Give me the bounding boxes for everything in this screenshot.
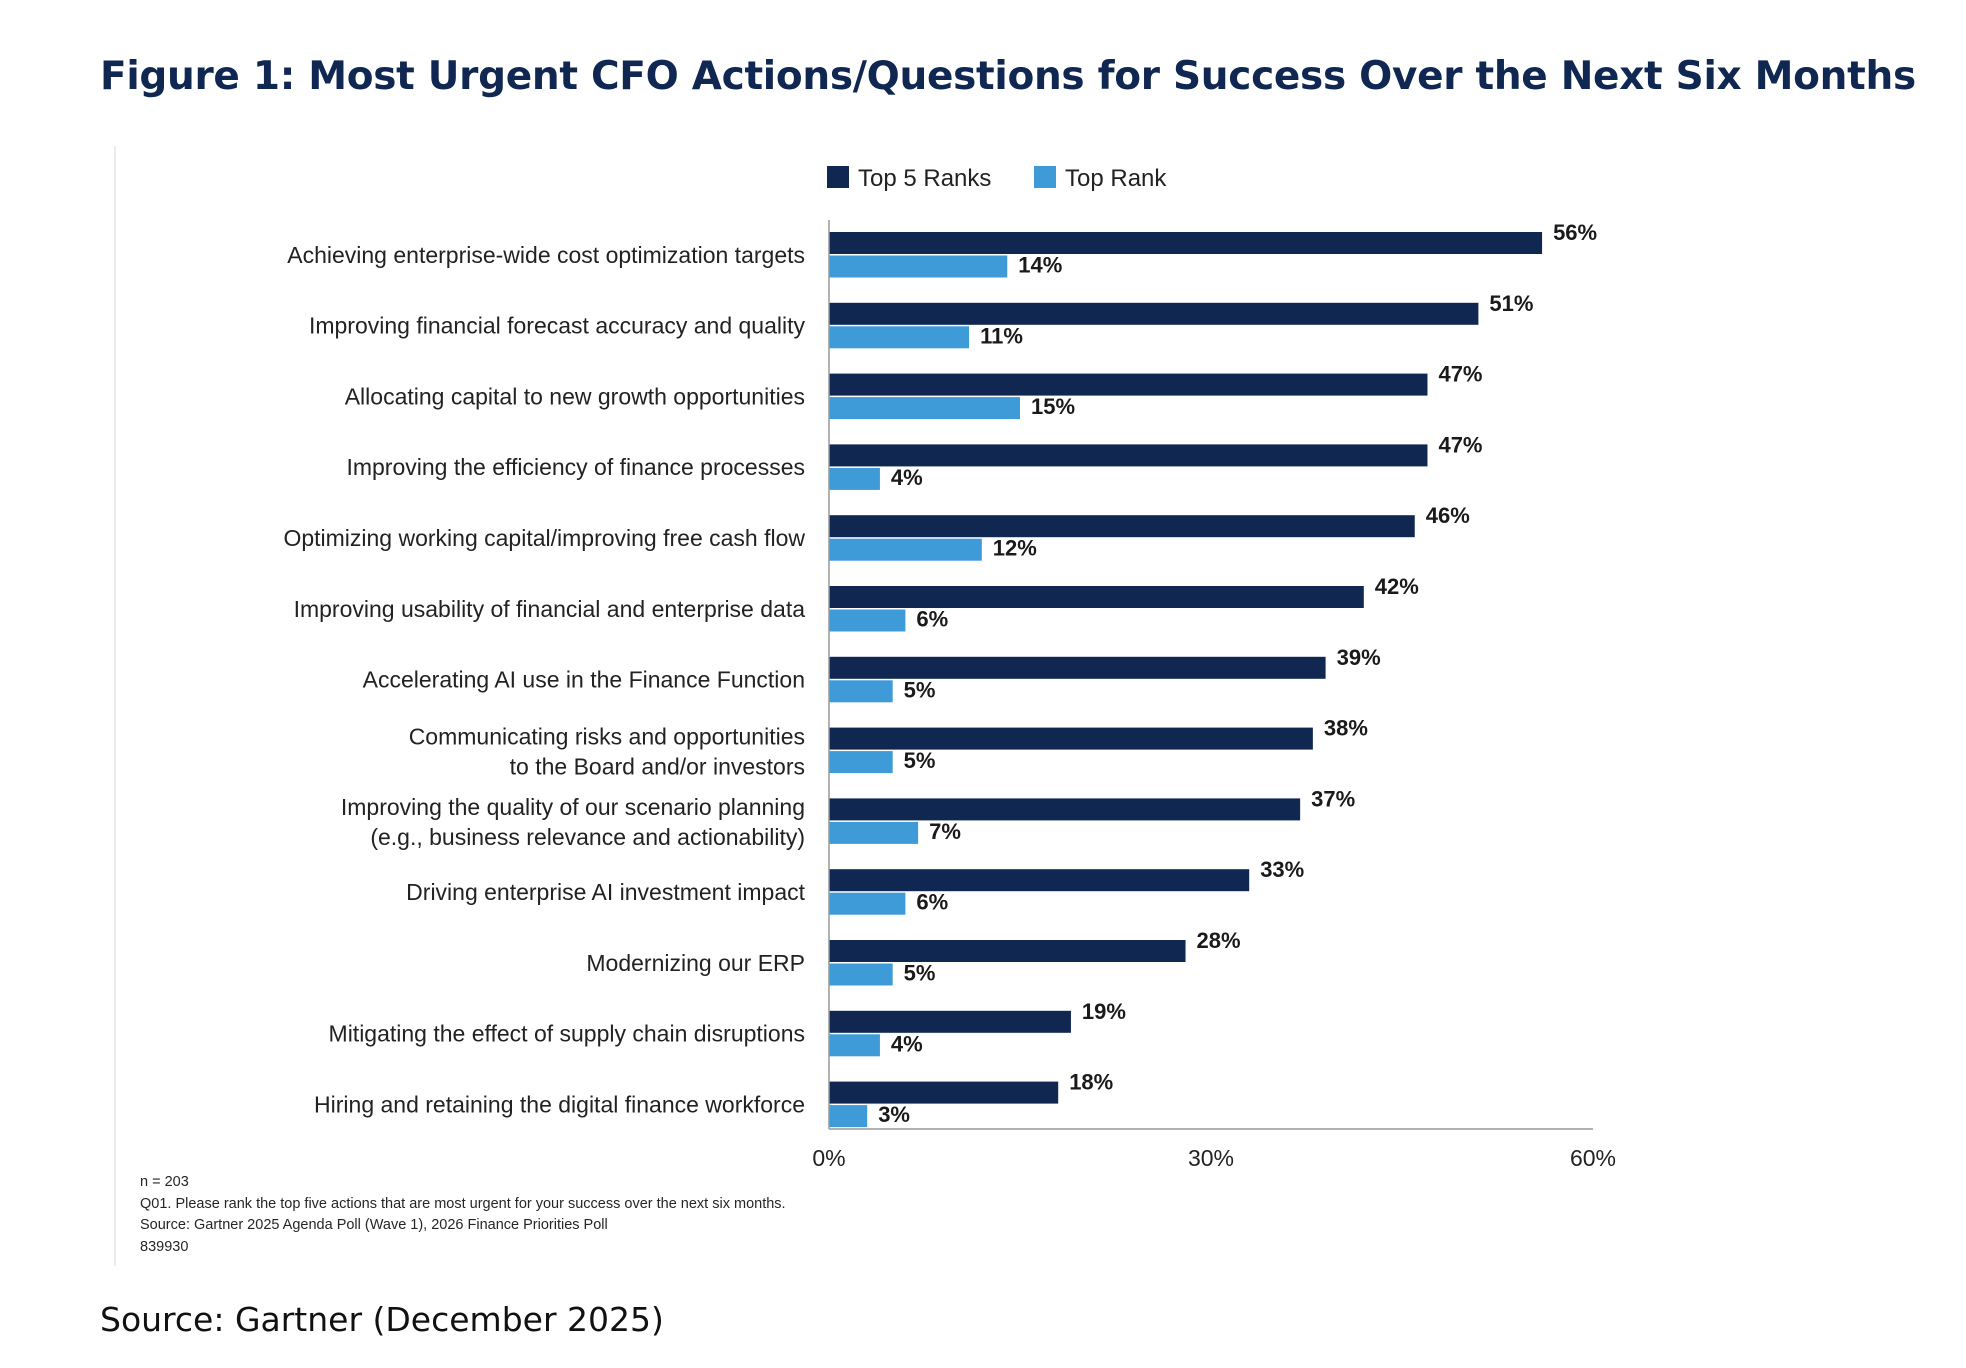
bar-top-rank (829, 751, 893, 774)
value-label-top-rank: 3% (878, 1102, 910, 1127)
legend-swatch-top5 (827, 166, 849, 188)
category-label: Optimizing working capital/improving fre… (283, 525, 805, 551)
bar-top5 (829, 586, 1364, 608)
x-tick-label: 30% (1188, 1145, 1234, 1168)
bar-top-rank (829, 1105, 868, 1128)
bar-top5 (829, 302, 1479, 325)
category-label-line: (e.g., business relevance and actionabil… (370, 824, 805, 850)
value-label-top5: 56% (1553, 220, 1597, 245)
value-label-top5: 19% (1082, 999, 1126, 1024)
value-label-top-rank: 11% (980, 323, 1023, 348)
bar-top-rank (829, 538, 982, 561)
legend-label-top5: Top 5 Ranks (858, 165, 991, 192)
bar-chart: Top 5 Ranks Top Rank Achieving enterprise-… (283, 165, 1616, 1168)
category-label: Improving the quality of our scenario pl… (341, 794, 805, 850)
value-label-top-rank: 6% (916, 607, 948, 632)
question-note: Q01. Please rank the top five actions th… (140, 1195, 786, 1212)
value-label-top5: 33% (1260, 857, 1304, 882)
category-label: Modernizing our ERP (586, 950, 805, 976)
legend-label-top-rank: Top Rank (1065, 165, 1167, 192)
value-label-top5: 28% (1197, 928, 1241, 953)
category-label-line: Communicating risks and opportunities (409, 723, 805, 749)
value-label-top-rank: 15% (1031, 394, 1075, 419)
category-label: Improving usability of financial and ent… (294, 596, 806, 622)
category-label: Communicating risks and opportunities to … (409, 723, 805, 779)
value-label-top5: 47% (1438, 432, 1482, 457)
category-label-line: Improving the quality of our scenario pl… (341, 794, 805, 820)
bar-top-rank (829, 821, 919, 844)
bar-top-rank (829, 255, 1008, 278)
value-label-top5: 51% (1489, 291, 1533, 316)
figure-source: Source: Gartner (December 2025) (100, 1300, 664, 1339)
value-label-top5: 47% (1438, 362, 1482, 387)
category-label: Improving financial forecast accuracy an… (309, 313, 806, 339)
bar-top5 (829, 656, 1326, 679)
value-label-top5: 37% (1311, 786, 1355, 811)
value-label-top5: 18% (1069, 1070, 1113, 1095)
category-label: Allocating capital to new growth opportu… (345, 383, 805, 409)
bar-top5 (829, 444, 1428, 467)
value-label-top-rank: 4% (891, 1031, 923, 1056)
category-label: Achieving enterprise-wide cost optimizat… (287, 242, 805, 268)
value-label-top5: 42% (1375, 574, 1419, 599)
panel-divider (114, 146, 116, 1266)
bar-top5 (829, 232, 1543, 254)
bar-top-rank (829, 1034, 880, 1057)
value-label-top-rank: 4% (891, 465, 923, 490)
value-label-top-rank: 14% (1018, 253, 1062, 278)
bar-top-rank (829, 467, 880, 490)
category-label: Accelerating AI use in the Finance Funct… (363, 667, 805, 693)
bar-top-rank (829, 680, 893, 703)
category-label-line: to the Board and/or investors (510, 753, 805, 779)
chart-notes: n = 203 Q01. Please rank the top five ac… (140, 1172, 786, 1258)
figure-title: Figure 1: Most Urgent CFO Actions/Questi… (100, 54, 1916, 99)
bar-top5 (829, 515, 1415, 538)
value-label-top5: 38% (1324, 716, 1368, 741)
bar-top5 (829, 1081, 1059, 1104)
sample-size-note: n = 203 (140, 1174, 189, 1190)
poll-source-note: Source: Gartner 2025 Agenda Poll (Wave 1… (140, 1217, 608, 1233)
bar-top5 (829, 869, 1250, 892)
value-label-top5: 39% (1337, 645, 1381, 670)
bar-top5 (829, 373, 1428, 396)
bar-top-rank (829, 326, 970, 349)
chart-id-note: 839930 (140, 1238, 189, 1255)
bar-top-rank (829, 609, 906, 632)
category-label: Mitigating the effect of supply chain di… (329, 1021, 805, 1047)
category-label: Driving enterprise AI investment impact (406, 879, 805, 905)
value-label-top5: 46% (1426, 503, 1470, 528)
value-label-top-rank: 7% (929, 819, 961, 844)
value-label-top-rank: 12% (993, 536, 1037, 561)
category-label: Hiring and retaining the digital finance… (314, 1091, 805, 1117)
value-label-top-rank: 5% (904, 677, 936, 702)
bar-top5 (829, 1010, 1071, 1033)
bar-top5 (829, 940, 1186, 962)
bar-top5 (829, 798, 1301, 821)
value-label-top-rank: 5% (904, 961, 936, 986)
x-tick-label: 0% (812, 1145, 845, 1168)
legend-swatch-top-rank (1034, 166, 1056, 188)
bar-top-rank (829, 892, 906, 915)
bar-top5 (829, 727, 1313, 750)
value-label-top-rank: 5% (904, 748, 936, 773)
value-label-top-rank: 6% (916, 890, 948, 915)
bar-top-rank (829, 963, 893, 986)
x-tick-label: 60% (1570, 1145, 1616, 1168)
bar-top-rank (829, 397, 1020, 420)
category-label: Improving the efficiency of finance proc… (346, 454, 805, 480)
